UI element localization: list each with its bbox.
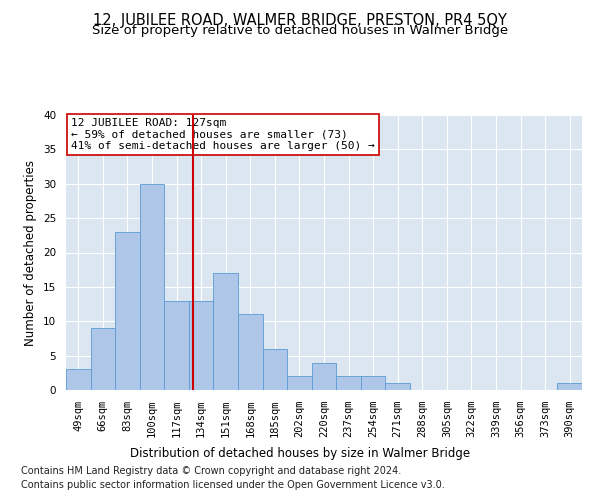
Bar bbox=[164, 300, 189, 390]
Bar bbox=[557, 383, 582, 390]
Bar bbox=[91, 328, 115, 390]
Bar bbox=[385, 383, 410, 390]
Bar bbox=[238, 314, 263, 390]
Text: 12, JUBILEE ROAD, WALMER BRIDGE, PRESTON, PR4 5QY: 12, JUBILEE ROAD, WALMER BRIDGE, PRESTON… bbox=[93, 12, 507, 28]
Bar bbox=[361, 376, 385, 390]
Bar bbox=[263, 349, 287, 390]
Bar bbox=[214, 273, 238, 390]
Text: Size of property relative to detached houses in Walmer Bridge: Size of property relative to detached ho… bbox=[92, 24, 508, 37]
Bar bbox=[312, 362, 336, 390]
Text: Contains public sector information licensed under the Open Government Licence v3: Contains public sector information licen… bbox=[21, 480, 445, 490]
Bar bbox=[115, 232, 140, 390]
Bar bbox=[66, 370, 91, 390]
Bar bbox=[140, 184, 164, 390]
Bar bbox=[336, 376, 361, 390]
Text: 12 JUBILEE ROAD: 127sqm
← 59% of detached houses are smaller (73)
41% of semi-de: 12 JUBILEE ROAD: 127sqm ← 59% of detache… bbox=[71, 118, 375, 151]
Y-axis label: Number of detached properties: Number of detached properties bbox=[25, 160, 37, 346]
Text: Contains HM Land Registry data © Crown copyright and database right 2024.: Contains HM Land Registry data © Crown c… bbox=[21, 466, 401, 476]
Bar bbox=[189, 300, 214, 390]
Text: Distribution of detached houses by size in Walmer Bridge: Distribution of detached houses by size … bbox=[130, 448, 470, 460]
Bar bbox=[287, 376, 312, 390]
